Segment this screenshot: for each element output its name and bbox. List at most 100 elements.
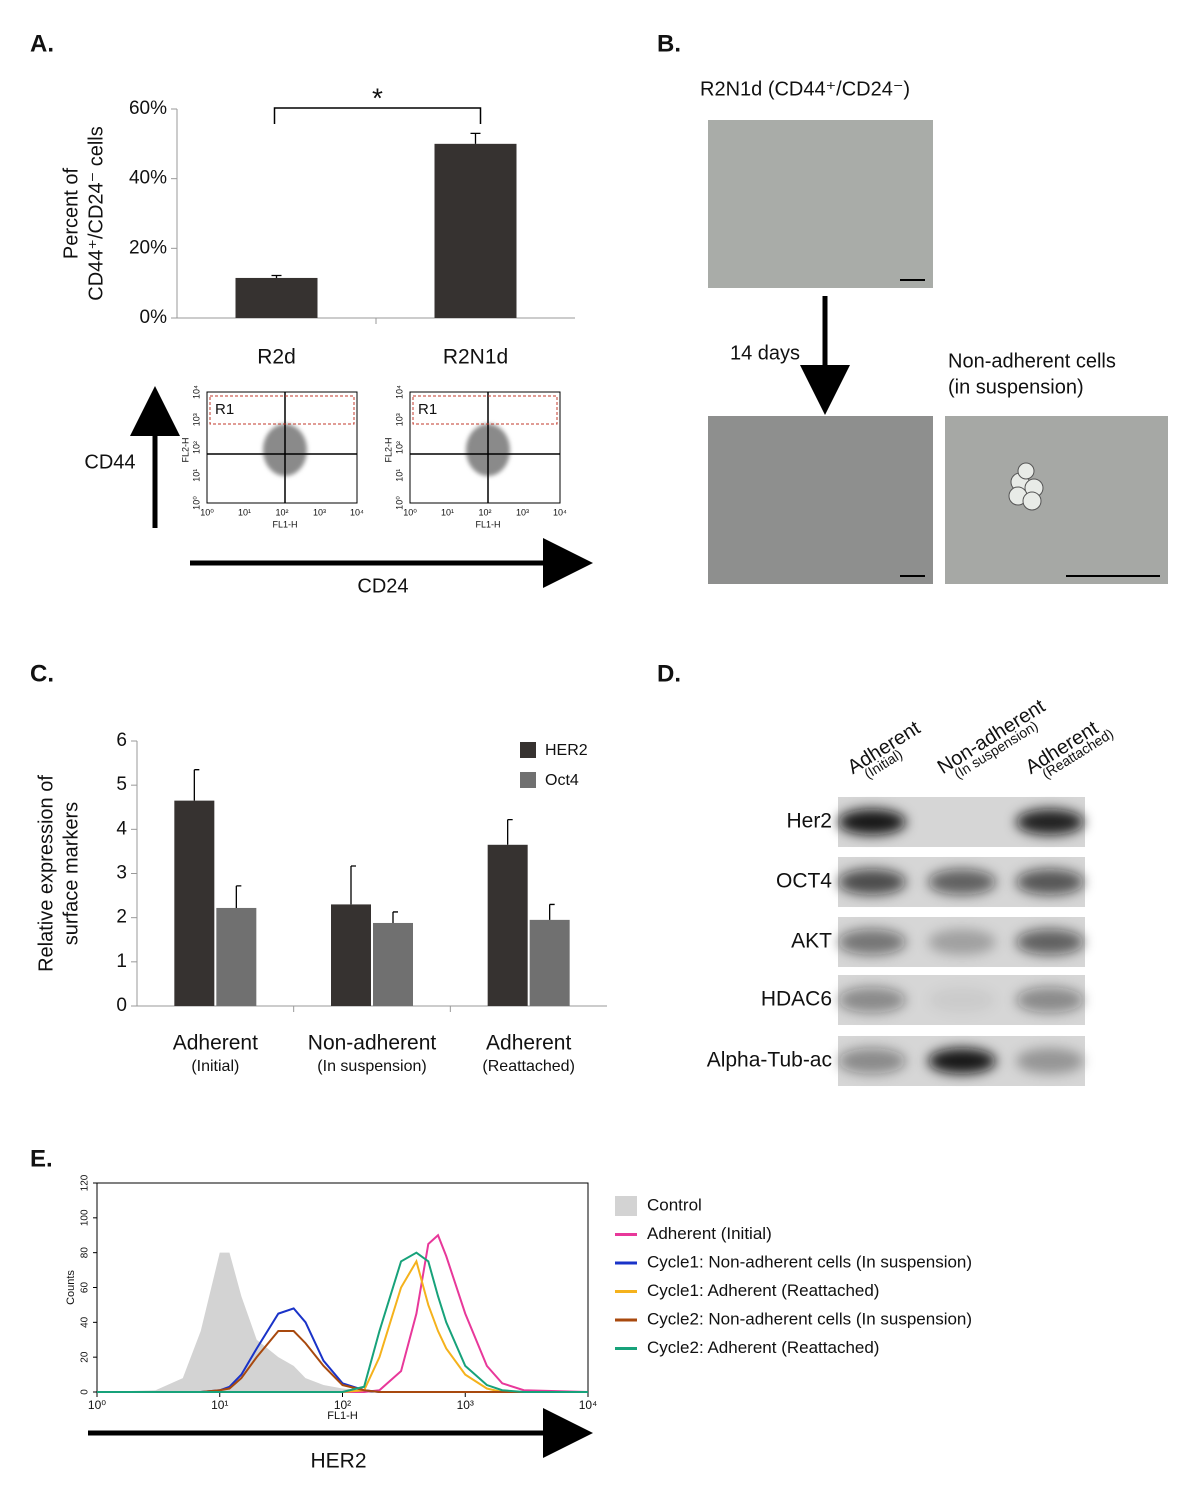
blot-band	[928, 869, 996, 895]
row-label: Alpha-Tub-ac	[707, 1049, 832, 1072]
x-tick-label: 10³	[516, 507, 529, 517]
y-tick-label: 40%	[129, 168, 167, 189]
blot-band	[838, 929, 906, 955]
legend-swatch	[520, 772, 536, 788]
y-axis-label: FL2-H	[383, 437, 393, 462]
error-bar	[235, 885, 242, 908]
x-tick-label: 10¹	[441, 507, 454, 517]
legend-swatch	[615, 1233, 637, 1236]
legend-label: HER2	[545, 742, 588, 759]
x-tick-label: Non-adherent	[308, 1032, 437, 1055]
area	[97, 1252, 588, 1392]
blot-band	[838, 1048, 906, 1074]
error-bar	[549, 903, 555, 920]
gate	[209, 395, 355, 425]
blot-band	[838, 809, 906, 835]
y-tick-label: 10³	[191, 413, 201, 426]
y-tick-label: 3	[116, 863, 127, 884]
bar	[216, 907, 257, 1006]
y-tick-label: 1	[116, 951, 127, 972]
micrograph	[708, 416, 933, 584]
panel-label: E.	[30, 1145, 53, 1172]
blot-band	[1016, 869, 1084, 895]
legend-swatch	[615, 1290, 637, 1293]
blot-band	[838, 987, 906, 1013]
panel-label: B.	[657, 30, 681, 57]
plot-frame	[96, 1182, 589, 1393]
y-axis-label: Relative expression of	[35, 775, 57, 972]
x-tick-note: (In suspension)	[317, 1058, 426, 1075]
image-title: R2N1d (CD44⁺/CD24⁻)	[700, 78, 910, 100]
bar	[174, 800, 215, 1006]
y-tick-label: 20%	[129, 237, 167, 258]
x-tick-note: (Reattached)	[482, 1058, 575, 1075]
x-tick-label: 10⁴	[553, 507, 567, 517]
line	[97, 1307, 588, 1393]
y-tick-label: 60%	[129, 98, 167, 119]
legend-label: Adherent (Initial)	[647, 1224, 772, 1243]
blot-band	[1016, 1048, 1084, 1074]
y-tick-label: 4	[116, 818, 127, 839]
error-bar	[193, 769, 200, 801]
y-tick-label: 100	[80, 1209, 91, 1226]
x-tick-label: 10³	[457, 1398, 474, 1412]
axis-marker-label: CD44	[84, 451, 135, 473]
y-axis-label: Counts	[65, 1270, 77, 1305]
x-tick-label: R2N1d	[443, 346, 508, 369]
panel-label: C.	[30, 660, 54, 687]
y-tick-label: 80	[80, 1247, 91, 1259]
bar	[235, 277, 318, 318]
bar	[331, 904, 371, 1006]
legend-label: Cycle1: Adherent (Reattached)	[647, 1281, 879, 1300]
x-tick-label: 10²	[334, 1398, 351, 1412]
y-tick-label: 0%	[140, 307, 168, 328]
blot-band	[1016, 929, 1084, 955]
legend-swatch	[520, 742, 536, 758]
x-tick-label: 10⁰	[88, 1398, 106, 1412]
legend-swatch	[615, 1196, 637, 1216]
blot-band	[928, 929, 996, 955]
x-tick-label: 10⁰	[403, 507, 417, 517]
legend-swatch	[615, 1261, 637, 1265]
blot-band	[1016, 809, 1084, 835]
blot-band	[928, 987, 996, 1013]
bar	[373, 922, 413, 1006]
blot-band	[928, 1048, 996, 1074]
error-bar	[392, 911, 398, 923]
cell-cluster	[1008, 462, 1044, 511]
axis-marker-label: CD24	[357, 575, 408, 597]
panel-label: D.	[657, 660, 681, 687]
x-tick-label: 10⁴	[350, 507, 364, 517]
y-tick-label: 40	[80, 1316, 91, 1328]
blot-band	[838, 869, 906, 895]
annotation: *	[372, 82, 383, 113]
gate	[412, 395, 558, 425]
x-tick-label: Adherent	[173, 1032, 258, 1055]
line	[97, 1233, 589, 1393]
x-axis-label: FL1-H	[327, 1410, 358, 1422]
y-tick-label: 10³	[394, 413, 404, 426]
y-tick-label: 0	[80, 1389, 91, 1395]
bar	[529, 919, 570, 1006]
x-tick-label: 10³	[313, 507, 326, 517]
legend-label: Cycle2: Non-adherent cells (In suspensio…	[647, 1309, 972, 1328]
y-tick-label: 60	[80, 1282, 91, 1294]
x-tick-label: R2d	[257, 346, 296, 369]
x-tick-note: (Initial)	[191, 1058, 239, 1075]
y-tick-label: 0	[116, 995, 127, 1016]
x-axis-label: FL1-H	[272, 519, 297, 529]
significance-bracket	[273, 107, 482, 124]
error-bar	[350, 865, 356, 905]
gate-label: R1	[418, 401, 437, 418]
y-tick-label: 10⁰	[191, 496, 201, 510]
y-tick-label: 2	[116, 907, 127, 928]
line	[97, 1251, 588, 1393]
x-axis-label: FL1-H	[475, 519, 500, 529]
y-axis-label: surface markers	[60, 802, 82, 945]
y-axis-label: Percent of	[60, 167, 82, 259]
row-label: HDAC6	[761, 988, 832, 1011]
gate-label: R1	[215, 401, 234, 418]
x-tick-label: 10⁰	[200, 507, 214, 517]
error-bar	[507, 818, 513, 845]
